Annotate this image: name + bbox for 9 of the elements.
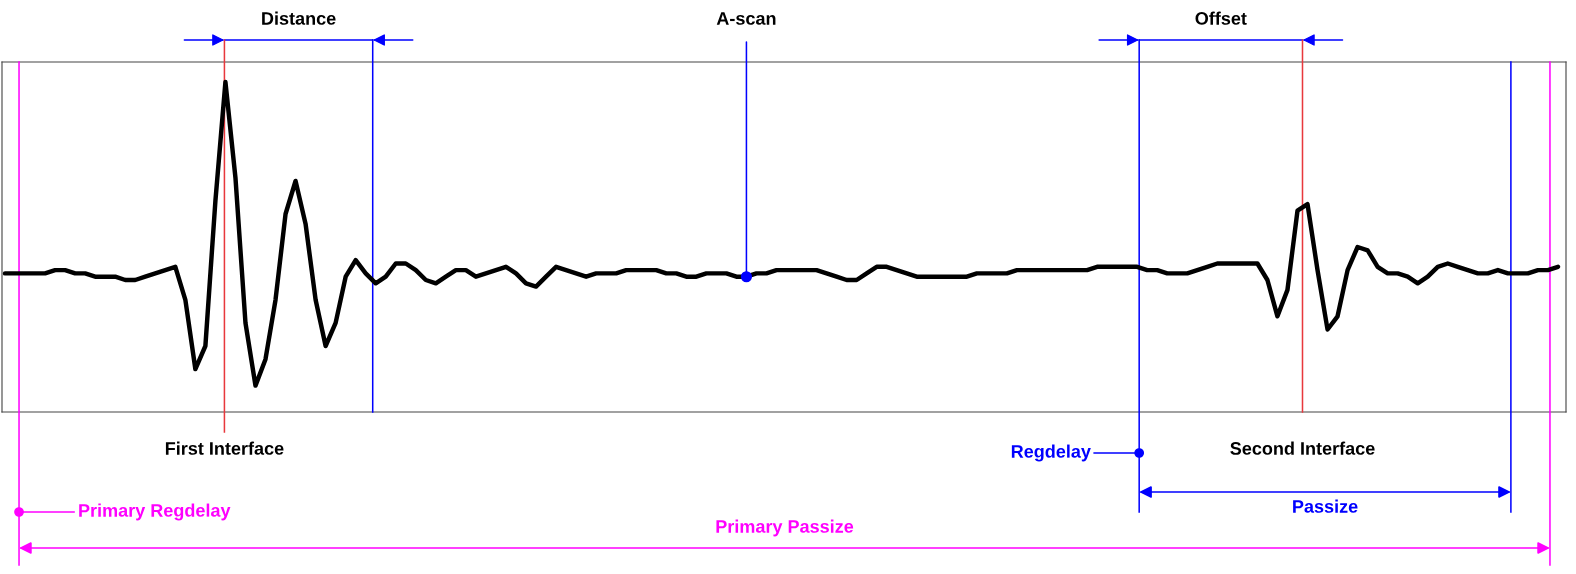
- text: A-scan: [716, 12, 776, 25]
- text: Second Interface: [1230, 441, 1375, 455]
- text: Offset: [1195, 11, 1247, 25]
- text: First Interface: [165, 441, 284, 455]
- text: Passize: [1293, 499, 1358, 513]
- text: Primary Passize: [716, 519, 854, 537]
- text: Primary Regdelay: [79, 503, 231, 521]
- text: Regdelay: [1011, 444, 1091, 462]
- text: Distance: [262, 11, 336, 25]
